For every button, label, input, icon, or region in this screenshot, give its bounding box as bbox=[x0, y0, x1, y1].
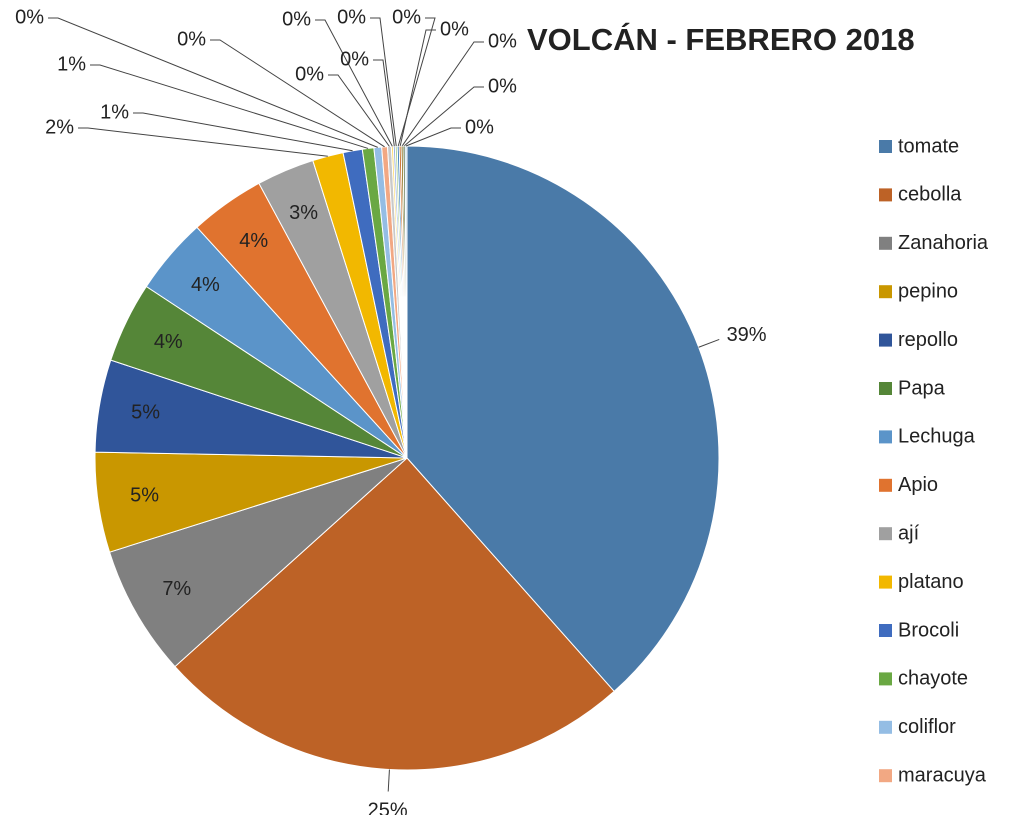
legend-swatch bbox=[879, 188, 892, 202]
data-label: 0% bbox=[340, 48, 369, 70]
data-label: 0% bbox=[392, 6, 421, 28]
legend-label: maracuya bbox=[898, 764, 987, 786]
data-label: 0% bbox=[15, 6, 44, 28]
legend-swatch bbox=[879, 527, 892, 541]
data-label: 0% bbox=[440, 18, 469, 40]
legend-label: chayote bbox=[898, 668, 968, 690]
data-label: 5% bbox=[130, 484, 159, 506]
leader-line bbox=[48, 17, 378, 148]
leader-line bbox=[133, 112, 353, 152]
data-label: 1% bbox=[57, 53, 86, 75]
legend-swatch bbox=[879, 140, 892, 153]
leader-line bbox=[387, 769, 390, 792]
legend-swatch bbox=[879, 478, 892, 492]
data-label: 0% bbox=[282, 8, 311, 30]
data-label: 4% bbox=[191, 274, 220, 296]
leader-line bbox=[399, 29, 436, 147]
data-label: 0% bbox=[337, 6, 366, 28]
data-label: 0% bbox=[295, 63, 324, 85]
legend-swatch bbox=[879, 769, 892, 783]
data-label: 5% bbox=[131, 402, 160, 424]
legend-swatch bbox=[879, 333, 892, 347]
leader-line bbox=[328, 74, 390, 147]
legend-swatch bbox=[879, 236, 892, 250]
data-label: 0% bbox=[488, 75, 517, 97]
leader-line bbox=[373, 59, 395, 147]
data-label: 25% bbox=[368, 800, 408, 815]
pie-slice bbox=[406, 145, 720, 693]
data-label: 39% bbox=[727, 324, 767, 346]
legend-label: platano bbox=[898, 571, 964, 593]
legend-swatch bbox=[879, 430, 892, 444]
legend-label: Apio bbox=[898, 474, 938, 496]
legend-label: cebolla bbox=[898, 184, 962, 206]
data-label: 0% bbox=[488, 30, 517, 52]
data-label: 3% bbox=[289, 202, 318, 224]
leader-line bbox=[397, 17, 436, 147]
pie-slice bbox=[108, 457, 408, 668]
leader-line bbox=[78, 127, 328, 157]
data-label: 4% bbox=[154, 331, 183, 353]
legend-label: Lechuga bbox=[898, 426, 976, 448]
legend-swatch bbox=[879, 285, 892, 299]
legend-label: Brocoli bbox=[898, 619, 959, 641]
data-label: 0% bbox=[177, 28, 206, 50]
data-label: 0% bbox=[465, 116, 494, 138]
data-label: 7% bbox=[162, 578, 191, 600]
leader-line bbox=[401, 41, 484, 147]
legend-label: coliflor bbox=[898, 716, 956, 738]
leader-line bbox=[403, 86, 484, 147]
leader-line bbox=[315, 19, 393, 147]
legend-swatch bbox=[879, 575, 892, 589]
legend-label: Zanahoria bbox=[898, 232, 989, 254]
legend-label: tomate bbox=[898, 135, 959, 157]
legend-swatch bbox=[879, 672, 892, 686]
leader-line bbox=[405, 127, 461, 147]
legend-label: pepino bbox=[898, 280, 958, 302]
legend-swatch bbox=[879, 624, 892, 637]
data-label: 2% bbox=[45, 116, 74, 138]
legend-label: repollo bbox=[898, 329, 958, 351]
data-label: 4% bbox=[239, 230, 268, 252]
legend-swatch bbox=[879, 382, 892, 395]
leader-line bbox=[90, 64, 369, 149]
legend-swatch bbox=[879, 720, 892, 734]
pie-slice bbox=[174, 457, 615, 771]
chart-title: VOLCÁN - FEBRERO 2018 bbox=[527, 22, 915, 57]
data-label: 1% bbox=[100, 101, 129, 123]
leader-line bbox=[210, 39, 385, 148]
legend-label: Papa bbox=[898, 377, 946, 399]
leader-line bbox=[698, 338, 720, 348]
leader-line bbox=[370, 17, 397, 147]
legend-label: ají bbox=[898, 522, 920, 544]
